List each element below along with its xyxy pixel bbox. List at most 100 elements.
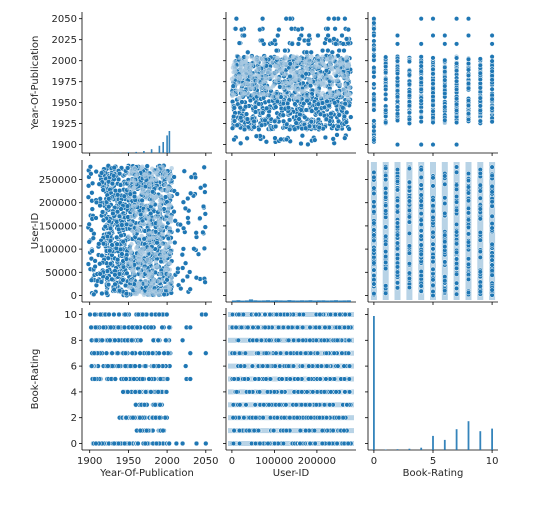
- scatter-point: [265, 390, 270, 395]
- scatter-point: [104, 291, 109, 296]
- scatter-point: [333, 55, 337, 59]
- scatter-point: [407, 261, 412, 266]
- scatter-point: [233, 26, 238, 31]
- scatter-point: [131, 204, 135, 208]
- scatter-point: [157, 312, 162, 317]
- scatter-point: [119, 233, 124, 238]
- scatter-point: [346, 351, 351, 356]
- histogram-bar: [274, 300, 278, 302]
- scatter-point: [168, 250, 172, 254]
- scatter-point: [383, 177, 388, 182]
- scatter-point: [347, 338, 352, 343]
- scatter-point: [158, 198, 162, 202]
- scatter-point: [90, 249, 95, 254]
- scatter-point: [103, 224, 108, 229]
- scatter-point: [284, 16, 289, 21]
- scatter-point: [419, 252, 424, 257]
- scatter-point: [132, 377, 137, 382]
- scatter-point: [135, 224, 139, 228]
- histogram-bar: [135, 152, 137, 153]
- scatter-point: [92, 351, 97, 356]
- scatter-point: [114, 235, 119, 240]
- scatter-point: [419, 55, 424, 60]
- scatter-point: [407, 208, 412, 213]
- scatter-point: [431, 203, 436, 208]
- scatter-point: [277, 27, 282, 32]
- scatter-point: [289, 26, 294, 31]
- histogram-bar: [249, 299, 253, 302]
- scatter-point: [296, 377, 301, 382]
- scatter-point: [454, 266, 459, 271]
- scatter-point: [466, 86, 471, 91]
- scatter-point: [306, 377, 311, 382]
- scatter-point: [431, 242, 436, 247]
- scatter-point: [383, 249, 388, 254]
- scatter-point: [261, 415, 266, 420]
- histogram-bar: [162, 142, 164, 153]
- scatter-point: [127, 441, 132, 446]
- scatter-point: [383, 70, 388, 75]
- scatter-point: [318, 112, 323, 117]
- scatter-point: [372, 65, 377, 70]
- scatter-point: [235, 123, 240, 128]
- scatter-point: [238, 67, 242, 71]
- scatter-point: [287, 118, 292, 123]
- scatter-point: [303, 351, 308, 356]
- scatter-point: [466, 117, 471, 122]
- scatter-point: [454, 102, 459, 107]
- scatter-point: [203, 312, 208, 317]
- scatter-point: [201, 204, 206, 209]
- scatter-point: [289, 86, 293, 90]
- scatter-point: [337, 113, 342, 118]
- scatter-point: [252, 119, 257, 124]
- scatter-point: [268, 415, 273, 420]
- scatter-point: [298, 441, 303, 446]
- scatter-point: [125, 271, 130, 276]
- histogram-bar: [300, 300, 304, 302]
- scatter-point: [113, 282, 118, 287]
- scatter-point: [490, 190, 495, 195]
- scatter-point: [146, 172, 150, 176]
- scatter-point: [383, 166, 388, 171]
- scatter-point: [100, 338, 105, 343]
- scatter-point: [158, 227, 162, 231]
- scatter-point: [419, 218, 424, 223]
- scatter-point: [147, 237, 151, 241]
- scatter-point: [419, 222, 424, 227]
- scatter-point: [135, 325, 140, 330]
- scatter-point: [407, 103, 412, 108]
- scatter-point: [300, 390, 305, 395]
- scatter-point: [419, 203, 424, 208]
- scatter-point: [329, 390, 334, 395]
- scatter-point: [332, 72, 336, 76]
- scatter-point: [280, 82, 284, 86]
- scatter-point: [157, 223, 161, 227]
- scatter-point: [156, 390, 161, 395]
- scatter-point: [443, 84, 448, 89]
- scatter-point: [346, 27, 351, 32]
- scatter-point: [244, 112, 249, 117]
- scatter-point: [478, 119, 483, 124]
- scatter-point: [490, 214, 495, 219]
- scatter-point: [454, 286, 459, 291]
- scatter-point: [87, 240, 92, 245]
- scatter-point: [407, 121, 412, 126]
- scatter-point: [231, 114, 236, 119]
- scatter-point: [242, 33, 247, 38]
- scatter-point: [160, 325, 165, 330]
- scatter-point: [466, 16, 471, 21]
- histogram-bar: [279, 300, 283, 302]
- scatter-point: [372, 221, 377, 226]
- scatter-point: [147, 231, 151, 235]
- scatter-point: [419, 16, 424, 21]
- scatter-point: [164, 312, 169, 317]
- scatter-point: [306, 38, 311, 43]
- scatter-point: [169, 276, 173, 280]
- scatter-point: [239, 63, 243, 67]
- scatter-point: [180, 338, 185, 343]
- scatter-point: [163, 338, 168, 343]
- scatter-point: [326, 33, 331, 38]
- scatter-point: [431, 33, 436, 38]
- scatter-point: [185, 274, 190, 279]
